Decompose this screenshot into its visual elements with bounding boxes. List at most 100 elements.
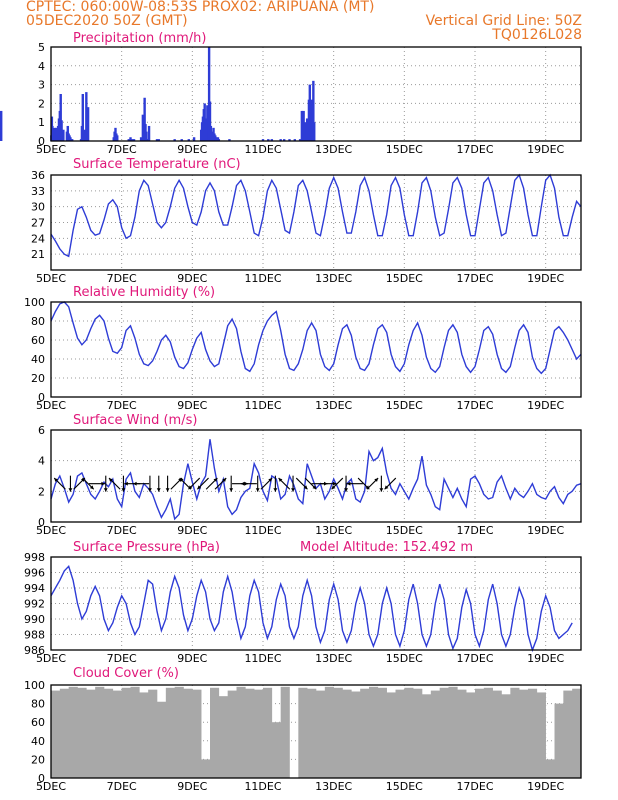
model-id-label: TQ0126L028	[492, 27, 582, 43]
x-tick-label: 17DEC	[456, 399, 493, 412]
x-tick-label: 13DEC	[315, 143, 352, 156]
x-tick-label: 9DEC	[177, 272, 207, 285]
bar	[377, 687, 387, 778]
bar	[145, 131, 148, 141]
x-tick-label: 15DEC	[386, 399, 423, 412]
wind-arrow-head	[331, 485, 336, 490]
wind-arrow-head	[101, 481, 105, 486]
x-tick-label: 15DEC	[386, 780, 423, 793]
bar	[270, 139, 274, 141]
bar	[404, 687, 414, 778]
x-tick-label: 5DEC	[36, 780, 66, 793]
bar	[139, 137, 143, 141]
bar	[68, 686, 78, 778]
panel-title: Surface Pressure (hPa)	[73, 540, 220, 555]
wind-arrow-head	[374, 478, 379, 482]
wind-arrow-head	[165, 488, 170, 492]
y-tick-label: 988	[24, 629, 45, 642]
wind-arrow-head	[121, 488, 126, 492]
x-tick-label: 13DEC	[315, 399, 352, 412]
location-label: CPTEC: 060:00W-08:53S PROX02: ARIPUANA (…	[26, 0, 375, 15]
wind-arrow-head	[222, 478, 227, 482]
y-tick-label: 4	[38, 455, 45, 468]
y-tick-label: 24	[31, 232, 45, 245]
chart-header: CPTEC: 060:00W-08:53S PROX02: ARIPUANA (…	[0, 0, 618, 46]
bar	[279, 139, 282, 141]
y-tick-label: 33	[31, 185, 45, 198]
x-tick-label: 11DEC	[244, 272, 281, 285]
bar	[267, 139, 270, 141]
bar	[139, 692, 149, 778]
panel-frame	[50, 556, 582, 651]
bar	[236, 686, 246, 778]
bar	[187, 139, 190, 141]
x-tick-label: 9DEC	[177, 780, 207, 793]
bar	[430, 690, 440, 778]
bar	[51, 690, 61, 778]
bar	[351, 691, 361, 778]
bar	[448, 686, 458, 778]
wind-arrow-head	[109, 478, 113, 482]
series-line	[50, 564, 573, 653]
panel-title: Cloud Cover (%)	[73, 666, 179, 681]
wind-arrow-head	[346, 481, 351, 486]
bar	[324, 686, 334, 778]
wind-arrow-head	[278, 478, 283, 482]
bar	[563, 690, 573, 778]
bar	[261, 139, 265, 141]
y-tick-label: 3	[38, 79, 45, 92]
bar	[369, 686, 379, 778]
panel-frame	[50, 301, 582, 398]
date-label: 05DEC2020 50Z (GMT)	[26, 13, 188, 29]
x-tick-label: 9DEC	[177, 143, 207, 156]
panel-frame	[50, 174, 582, 271]
bar	[55, 127, 58, 141]
bar	[86, 689, 96, 778]
y-tick-label: 30	[31, 201, 45, 214]
bar	[147, 125, 151, 141]
bar	[143, 97, 146, 141]
y-tick-label: 60	[31, 334, 45, 347]
y-tick-label: 100	[24, 296, 45, 309]
y-tick-label: 0	[38, 516, 45, 529]
bar	[304, 122, 307, 141]
wind-arrow-head	[344, 488, 348, 492]
wind-arrow-head	[124, 481, 128, 486]
y-tick-label: 0	[38, 772, 45, 785]
x-tick-label: 5DEC	[36, 399, 66, 412]
panel-frame	[50, 429, 582, 523]
y-tick-label: 60	[31, 716, 45, 729]
wind-arrow-head	[229, 488, 234, 492]
bar	[475, 688, 485, 778]
y-tick-label: 986	[24, 644, 45, 657]
panel-frame	[50, 684, 582, 779]
y-tick-label: 990	[24, 613, 45, 626]
y-tick-label: 996	[24, 567, 45, 580]
y-tick-label: 4	[38, 60, 45, 73]
y-tick-label: 20	[31, 753, 45, 766]
bar	[155, 139, 159, 141]
bar	[104, 688, 114, 778]
x-tick-label: 7DEC	[107, 272, 137, 285]
bar	[60, 120, 63, 141]
bar	[201, 759, 211, 778]
y-tick-label: 992	[24, 598, 45, 611]
bar	[165, 687, 175, 778]
bar	[218, 696, 228, 778]
wind-arrow-head	[384, 485, 389, 490]
x-tick-label: 19DEC	[527, 399, 564, 412]
x-tick-label: 19DEC	[527, 652, 564, 665]
wind-arrow-head	[273, 488, 278, 492]
x-tick-label: 7DEC	[107, 524, 137, 537]
bar	[131, 139, 134, 141]
bar	[333, 687, 343, 778]
x-tick-label: 11DEC	[244, 780, 281, 793]
bar	[313, 122, 316, 141]
x-tick-label: 11DEC	[244, 143, 281, 156]
wind-arrow-head	[312, 485, 317, 490]
x-tick-label: 5DEC	[36, 652, 66, 665]
wind-arrow-head	[54, 478, 59, 482]
bar	[157, 701, 167, 778]
x-tick-label: 19DEC	[527, 272, 564, 285]
bar	[545, 759, 555, 778]
